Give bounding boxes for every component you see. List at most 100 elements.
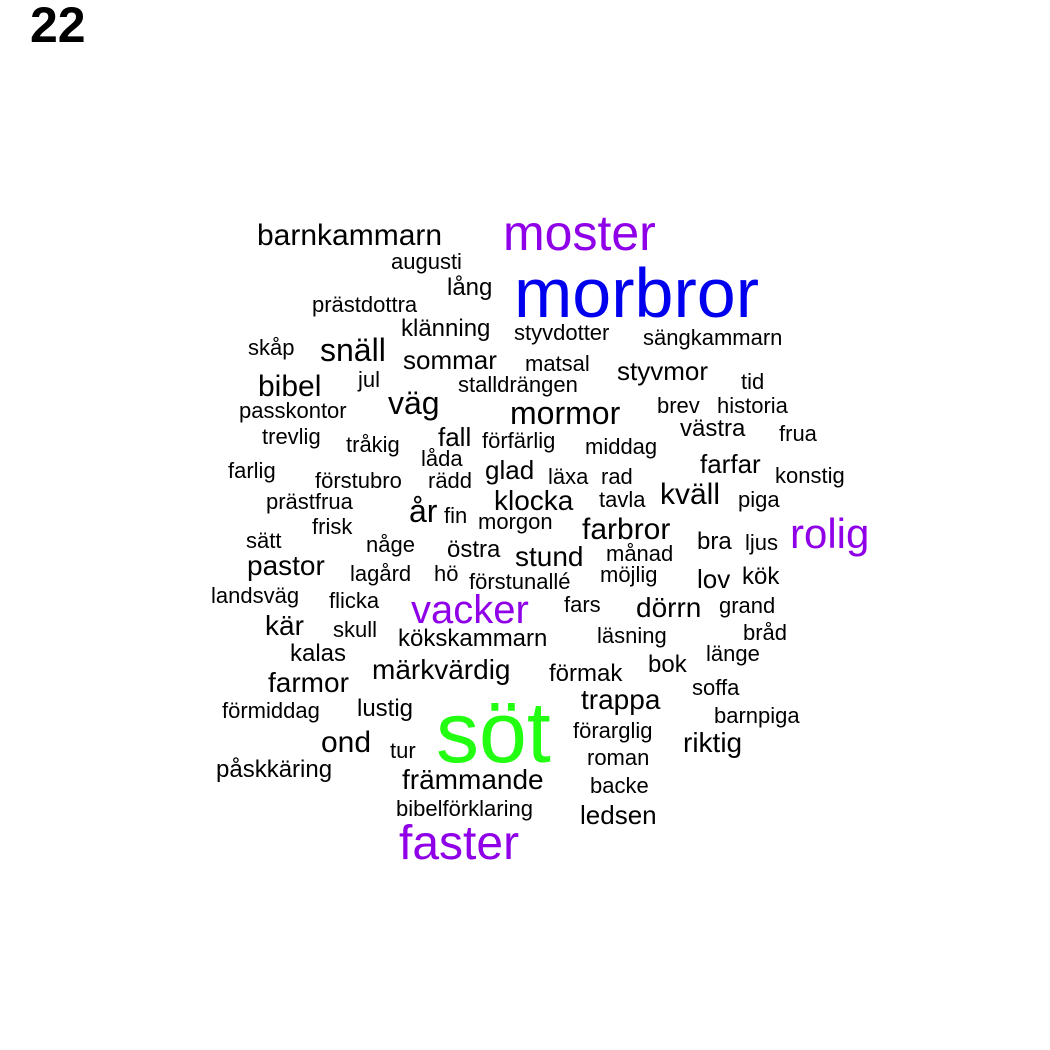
word-17: styvmor (617, 356, 708, 386)
word-42: konstig (775, 463, 845, 488)
word-39: läxa (548, 464, 589, 489)
word-18: bibel (258, 370, 322, 403)
word-40: rad (601, 464, 633, 489)
word-84: trappa (581, 684, 661, 715)
word-46: tavla (599, 487, 646, 512)
word-66: kök (742, 563, 780, 590)
word-93: påskkäring (216, 756, 333, 783)
word-52: farbror (582, 513, 671, 546)
word-28: tråkig (346, 432, 400, 457)
word-34: låda (421, 446, 463, 471)
word-55: östra (447, 536, 501, 563)
word-71: grand (719, 593, 776, 618)
word-2: moster (503, 205, 656, 261)
word-36: förstubro (315, 468, 402, 493)
word-62: hö (434, 561, 459, 586)
word-51: frisk (312, 514, 353, 539)
word-86: lustig (357, 695, 414, 722)
word-89: ond (321, 726, 372, 759)
word-25: brev (657, 393, 700, 418)
word-97: ledsen (580, 800, 657, 830)
word-5: rolig (790, 510, 870, 557)
word-90: tur (390, 738, 416, 763)
word-87: barnpiga (714, 703, 800, 728)
word-32: västra (680, 415, 746, 442)
word-60: pastor (247, 550, 325, 581)
word-43: prästfrua (266, 489, 353, 514)
word-80: märkvärdig (372, 654, 511, 685)
word-26: historia (717, 393, 788, 418)
word-61: lagård (350, 561, 412, 586)
word-0: morbror (514, 254, 760, 332)
word-56: stund (515, 541, 584, 572)
word-33: frua (779, 421, 817, 446)
word-48: piga (738, 487, 780, 512)
word-8: lång (447, 274, 493, 301)
word-49: fin (444, 503, 468, 528)
word-65: lov (697, 564, 731, 594)
word-75: läsning (597, 623, 667, 648)
word-58: bra (697, 528, 732, 555)
word-14: snäll (320, 332, 386, 368)
word-54: någe (366, 532, 415, 557)
word-38: glad (485, 455, 535, 485)
word-76: bråd (743, 620, 788, 645)
word-91: riktig (683, 727, 743, 758)
word-3: faster (399, 817, 520, 870)
word-31: middag (585, 434, 658, 459)
word-74: kökskammarn (398, 625, 548, 652)
word-70: dörrn (636, 592, 702, 623)
word-83: soffa (692, 675, 740, 700)
word-20: stalldrängen (458, 372, 578, 397)
word-88: förarglig (573, 718, 653, 743)
word-9: prästdottra (312, 292, 418, 317)
word-11: styvdotter (514, 320, 610, 345)
word-64: möjlig (600, 562, 658, 587)
word-72: kär (265, 610, 304, 641)
word-67: landsväg (211, 583, 300, 608)
word-13: skåp (248, 335, 295, 360)
word-37: rädd (428, 468, 473, 493)
word-45: klocka (494, 485, 574, 516)
word-77: kalas (290, 640, 347, 667)
word-59: ljus (745, 530, 779, 555)
word-50: morgon (478, 509, 553, 534)
word-19: jul (358, 367, 381, 392)
word-21: tid (741, 369, 765, 394)
word-4: vacker (411, 588, 529, 632)
word-69: fars (564, 592, 601, 617)
word-30: förfärlig (482, 428, 556, 453)
word-15: sommar (403, 345, 497, 375)
word-81: förmak (549, 660, 623, 687)
page-number-label: 22 (30, 0, 86, 53)
word-73: skull (333, 617, 378, 642)
word-35: farlig (228, 458, 276, 483)
word-92: roman (587, 745, 650, 770)
word-10: klänning (401, 315, 491, 342)
word-16: matsal (525, 351, 590, 376)
word-63: förstunallé (469, 569, 571, 594)
word-95: backe (590, 773, 649, 798)
word-22: passkontor (239, 398, 347, 423)
word-79: bok (648, 651, 687, 678)
word-44: år (409, 493, 438, 529)
word-41: farfar (700, 449, 761, 479)
word-68: flicka (329, 588, 380, 613)
word-7: augusti (391, 249, 462, 274)
word-82: farmor (268, 667, 349, 698)
word-27: trevlig (262, 424, 321, 449)
word-47: kväll (660, 478, 721, 511)
word-23: väg (388, 385, 440, 421)
word-29: fall (438, 422, 472, 452)
word-78: länge (706, 641, 760, 666)
word-12: sängkammarn (643, 325, 783, 350)
word-53: sätt (246, 528, 282, 553)
word-24: mormor (510, 395, 621, 431)
word-1: söt (436, 685, 551, 781)
word-57: månad (606, 541, 674, 566)
word-85: förmiddag (222, 698, 320, 723)
word-96: bibelförklaring (396, 796, 533, 821)
word-94: främmande (402, 764, 544, 795)
word-6: barnkammarn (257, 219, 443, 252)
